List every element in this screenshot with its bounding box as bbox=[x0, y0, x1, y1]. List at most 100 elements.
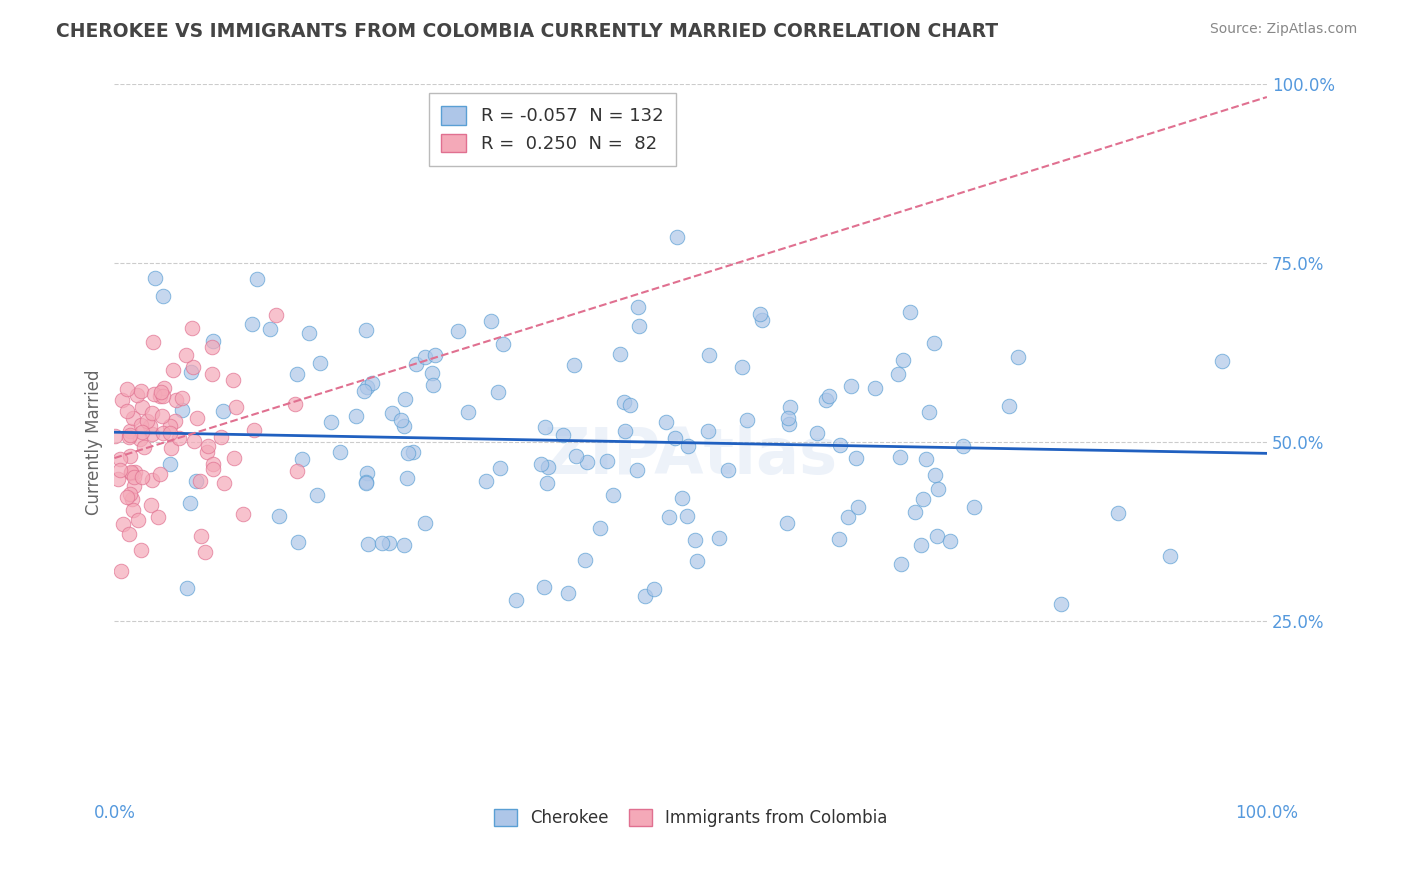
Point bbox=[927, 482, 949, 496]
Point bbox=[159, 458, 181, 472]
Point bbox=[1050, 597, 1073, 611]
Point bbox=[307, 488, 329, 502]
Legend: Cherokee, Immigrants from Colombia: Cherokee, Immigrants from Colombia bbox=[486, 803, 894, 834]
Point bbox=[562, 358, 585, 372]
Point bbox=[837, 510, 859, 524]
Point bbox=[197, 439, 219, 453]
Point bbox=[423, 348, 446, 362]
Point bbox=[181, 321, 204, 335]
Point bbox=[389, 412, 412, 426]
Point bbox=[655, 415, 678, 429]
Point bbox=[346, 409, 368, 424]
Point bbox=[120, 466, 142, 480]
Point bbox=[378, 536, 401, 550]
Point bbox=[131, 543, 153, 558]
Point bbox=[730, 359, 752, 374]
Point bbox=[910, 538, 932, 552]
Point bbox=[370, 536, 392, 550]
Point bbox=[614, 424, 637, 438]
Point bbox=[912, 491, 935, 506]
Point bbox=[159, 426, 181, 441]
Point bbox=[748, 307, 770, 321]
Point bbox=[887, 367, 910, 381]
Point bbox=[122, 470, 145, 484]
Point bbox=[118, 430, 141, 444]
Point bbox=[150, 409, 173, 424]
Point bbox=[697, 348, 720, 362]
Point bbox=[139, 499, 162, 513]
Point bbox=[845, 451, 868, 466]
Point bbox=[120, 486, 142, 500]
Point bbox=[361, 376, 384, 391]
Point bbox=[357, 537, 380, 551]
Point bbox=[321, 416, 343, 430]
Point bbox=[125, 388, 148, 402]
Point bbox=[354, 476, 377, 491]
Point bbox=[815, 392, 838, 407]
Point bbox=[609, 347, 631, 361]
Point bbox=[475, 474, 498, 488]
Point bbox=[1007, 351, 1029, 365]
Point bbox=[533, 580, 555, 594]
Point bbox=[356, 466, 378, 480]
Point bbox=[232, 508, 254, 522]
Point bbox=[108, 463, 131, 477]
Point bbox=[643, 582, 665, 597]
Point bbox=[553, 427, 575, 442]
Point bbox=[830, 437, 852, 451]
Point bbox=[737, 413, 759, 427]
Point bbox=[634, 589, 657, 603]
Point bbox=[889, 450, 911, 465]
Point bbox=[194, 545, 217, 559]
Point bbox=[242, 423, 264, 437]
Point bbox=[939, 533, 962, 548]
Point bbox=[665, 230, 688, 244]
Point bbox=[174, 348, 197, 362]
Point bbox=[149, 467, 172, 482]
Point bbox=[863, 381, 886, 395]
Point bbox=[356, 380, 378, 394]
Point bbox=[779, 400, 801, 414]
Point bbox=[112, 516, 135, 531]
Point bbox=[396, 446, 419, 460]
Point bbox=[134, 440, 156, 454]
Point bbox=[159, 419, 181, 434]
Point bbox=[564, 450, 586, 464]
Point bbox=[143, 271, 166, 285]
Point bbox=[952, 438, 974, 452]
Point bbox=[146, 510, 169, 524]
Point bbox=[1211, 354, 1233, 368]
Point bbox=[628, 318, 651, 333]
Point bbox=[402, 445, 425, 459]
Point bbox=[179, 495, 201, 509]
Point bbox=[118, 424, 141, 438]
Point bbox=[131, 470, 153, 484]
Point bbox=[922, 336, 945, 351]
Text: Source: ZipAtlas.com: Source: ZipAtlas.com bbox=[1209, 22, 1357, 37]
Point bbox=[602, 488, 624, 502]
Point bbox=[209, 430, 232, 444]
Point bbox=[488, 385, 510, 400]
Point bbox=[284, 396, 307, 410]
Point bbox=[110, 564, 132, 578]
Point bbox=[676, 439, 699, 453]
Point bbox=[589, 521, 612, 535]
Point bbox=[479, 314, 502, 328]
Point bbox=[129, 418, 152, 433]
Point bbox=[778, 417, 800, 431]
Point bbox=[963, 500, 986, 515]
Point bbox=[120, 466, 142, 480]
Point bbox=[925, 529, 948, 543]
Point bbox=[188, 475, 211, 489]
Point bbox=[115, 491, 138, 505]
Point bbox=[676, 508, 699, 523]
Point bbox=[664, 431, 686, 445]
Point bbox=[152, 389, 174, 403]
Point bbox=[212, 404, 235, 418]
Point bbox=[505, 593, 527, 607]
Point bbox=[658, 509, 681, 524]
Point bbox=[915, 451, 938, 466]
Point bbox=[104, 428, 127, 442]
Point bbox=[778, 410, 800, 425]
Point bbox=[291, 452, 314, 467]
